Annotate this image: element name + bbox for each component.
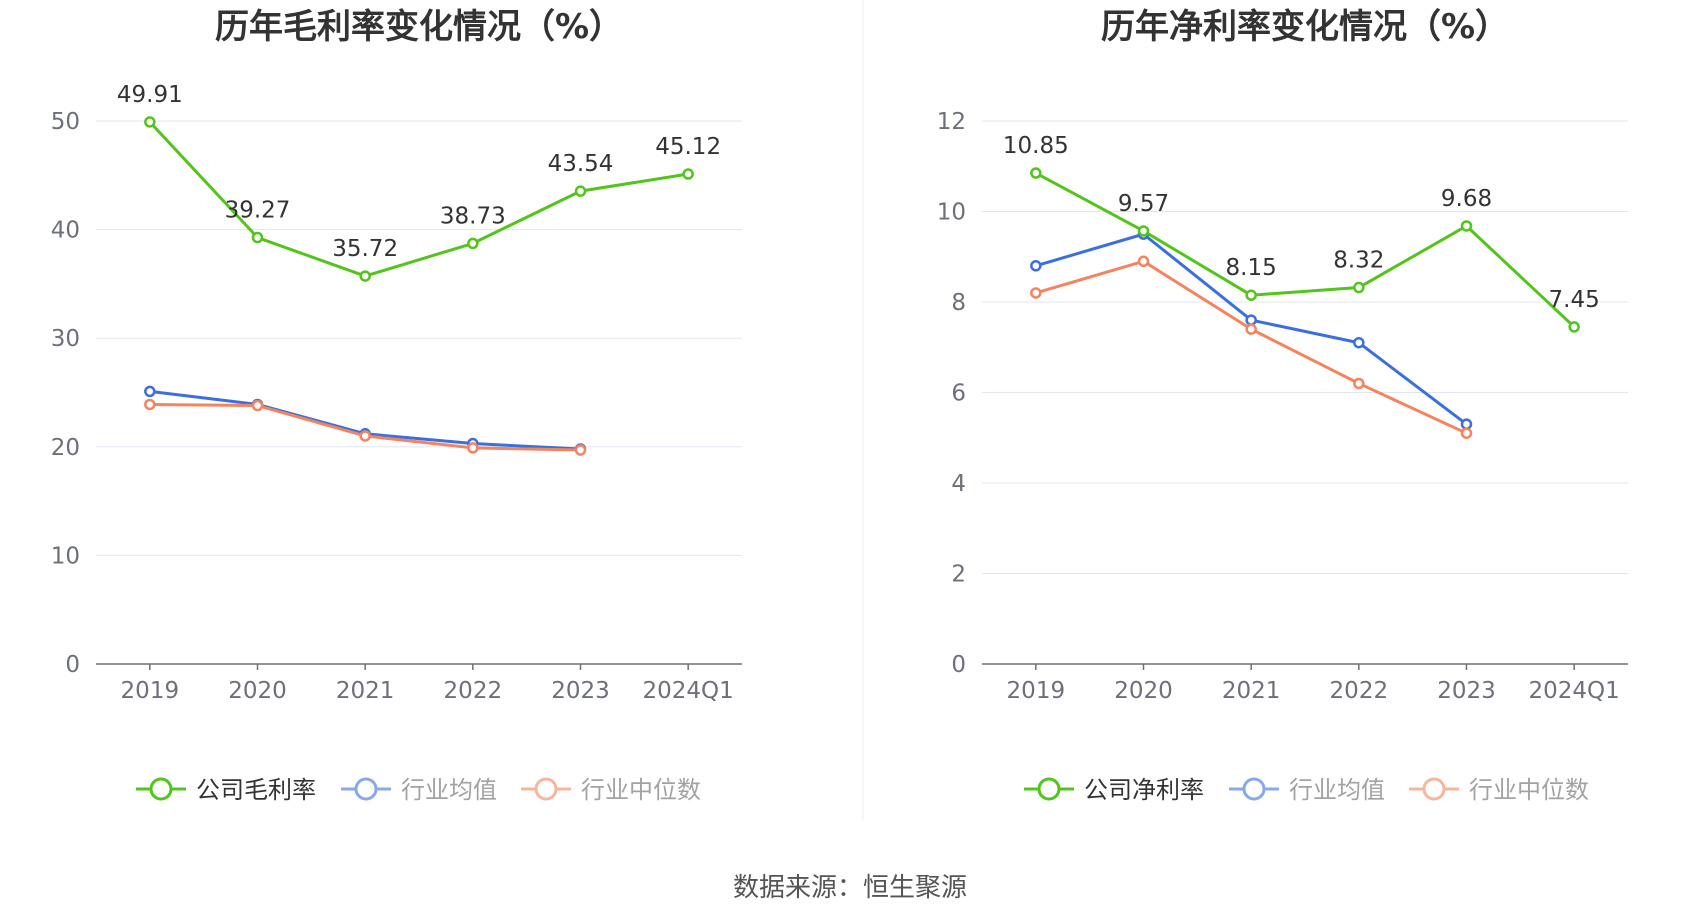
data-label: 7.45 (1549, 287, 1600, 313)
data-label: 43.54 (548, 151, 614, 177)
legend-label: 行业均值 (1289, 776, 1385, 804)
data-label: 8.15 (1226, 255, 1277, 281)
legend-item[interactable]: 公司净利率 (1024, 776, 1204, 804)
data-label: 49.91 (117, 82, 183, 108)
legend-label: 行业均值 (401, 776, 497, 804)
data-point[interactable] (682, 168, 694, 180)
y-tick-label: 50 (51, 109, 80, 135)
net-margin-chart: 历年净利率变化情况（%） 0 2 4 6 8 10 12 2019 2020 2021 2022 202… (937, 7, 1628, 804)
y-tick-label: 20 (51, 435, 80, 461)
data-point[interactable] (467, 442, 479, 454)
data-point[interactable] (1030, 167, 1042, 179)
series-line-0 (1035, 171, 1576, 328)
legend-marker (1242, 777, 1266, 801)
data-point[interactable] (359, 270, 371, 282)
legend-label: 行业中位数 (1469, 776, 1589, 804)
y-tick-label: 10 (51, 543, 80, 569)
y-tick-label: 6 (951, 381, 966, 407)
gross-margin-chart: 历年毛利率变化情况（%） 0 10 20 30 40 50 2019 2020 2021 2022 2… (51, 7, 742, 804)
data-point[interactable] (251, 399, 264, 412)
data-point[interactable] (1568, 321, 1580, 333)
legend-marker (354, 777, 378, 801)
legend-marker (534, 777, 558, 801)
legend-marker (1422, 777, 1446, 801)
data-label: 10.85 (1003, 133, 1069, 159)
series-line-0 (148, 120, 689, 278)
x-tick-label: 2021 (1222, 678, 1281, 704)
x-tick-label: 2024Q1 (1529, 678, 1620, 704)
x-tick-label: 2020 (1114, 678, 1173, 704)
legend-label: 公司净利率 (1084, 776, 1204, 804)
data-point[interactable] (359, 430, 371, 442)
data-point[interactable] (1137, 255, 1150, 268)
data-source: 数据来源：恒生聚源 (733, 873, 967, 903)
data-point[interactable] (1245, 314, 1257, 326)
data-point[interactable] (1245, 323, 1257, 335)
data-label: 45.12 (655, 134, 721, 160)
data-label: 38.73 (440, 203, 506, 229)
data-label: 9.57 (1118, 191, 1169, 217)
data-point[interactable] (1460, 418, 1473, 430)
x-tick-label: 2022 (1330, 678, 1389, 704)
data-point[interactable] (1460, 220, 1473, 232)
y-tick-label: 0 (951, 652, 966, 678)
data-point[interactable] (1353, 336, 1365, 349)
legend-item[interactable]: 行业中位数 (521, 776, 701, 804)
y-tick-label: 8 (951, 290, 966, 316)
y-tick-label: 0 (65, 652, 80, 678)
y-tick-label: 40 (51, 218, 80, 244)
y-tick-label: 30 (51, 326, 80, 352)
legend-item[interactable]: 行业均值 (1229, 776, 1385, 804)
data-label: 8.32 (1333, 248, 1384, 274)
x-tick-label: 2019 (1007, 678, 1066, 704)
data-point[interactable] (1245, 289, 1257, 301)
x-tick-label: 2023 (1437, 678, 1496, 704)
legend-label: 公司毛利率 (196, 776, 316, 804)
data-point[interactable] (1030, 287, 1042, 299)
data-point[interactable] (1353, 281, 1365, 294)
x-tick-label: 2021 (336, 678, 395, 704)
legend-item[interactable]: 行业均值 (341, 776, 497, 804)
y-tick-label: 4 (951, 471, 966, 497)
data-point[interactable] (144, 398, 156, 411)
legend-item[interactable]: 公司毛利率 (136, 776, 316, 804)
series-line-2 (1035, 259, 1468, 435)
data-point[interactable] (1030, 260, 1042, 272)
data-label: 9.68 (1441, 186, 1492, 212)
data-point[interactable] (1460, 427, 1473, 439)
data-label: 39.27 (225, 198, 291, 224)
legend-item[interactable]: 行业中位数 (1409, 776, 1589, 804)
legend-marker (1037, 777, 1061, 801)
data-point[interactable] (574, 185, 587, 197)
series-line-2 (149, 402, 581, 452)
chart-title: 历年毛利率变化情况（%） (215, 7, 623, 47)
x-tick-label: 2024Q1 (643, 678, 734, 704)
data-point[interactable] (574, 444, 587, 456)
chart-title: 历年净利率变化情况（%） (1101, 7, 1509, 47)
legend-label: 行业中位数 (581, 776, 701, 804)
legend-marker (149, 777, 173, 801)
data-point[interactable] (1137, 225, 1150, 237)
x-tick-label: 2022 (444, 678, 503, 704)
data-label: 35.72 (332, 236, 398, 262)
data-point[interactable] (1353, 377, 1365, 390)
data-point[interactable] (144, 385, 156, 398)
y-tick-label: 12 (937, 109, 966, 135)
data-point[interactable] (144, 116, 156, 128)
x-tick-label: 2023 (551, 678, 610, 704)
data-point[interactable] (467, 237, 479, 250)
y-tick-label: 10 (937, 200, 966, 226)
y-tick-label: 2 (951, 562, 966, 588)
data-point[interactable] (251, 231, 264, 244)
x-tick-label: 2020 (228, 678, 287, 704)
x-tick-label: 2019 (121, 678, 180, 704)
